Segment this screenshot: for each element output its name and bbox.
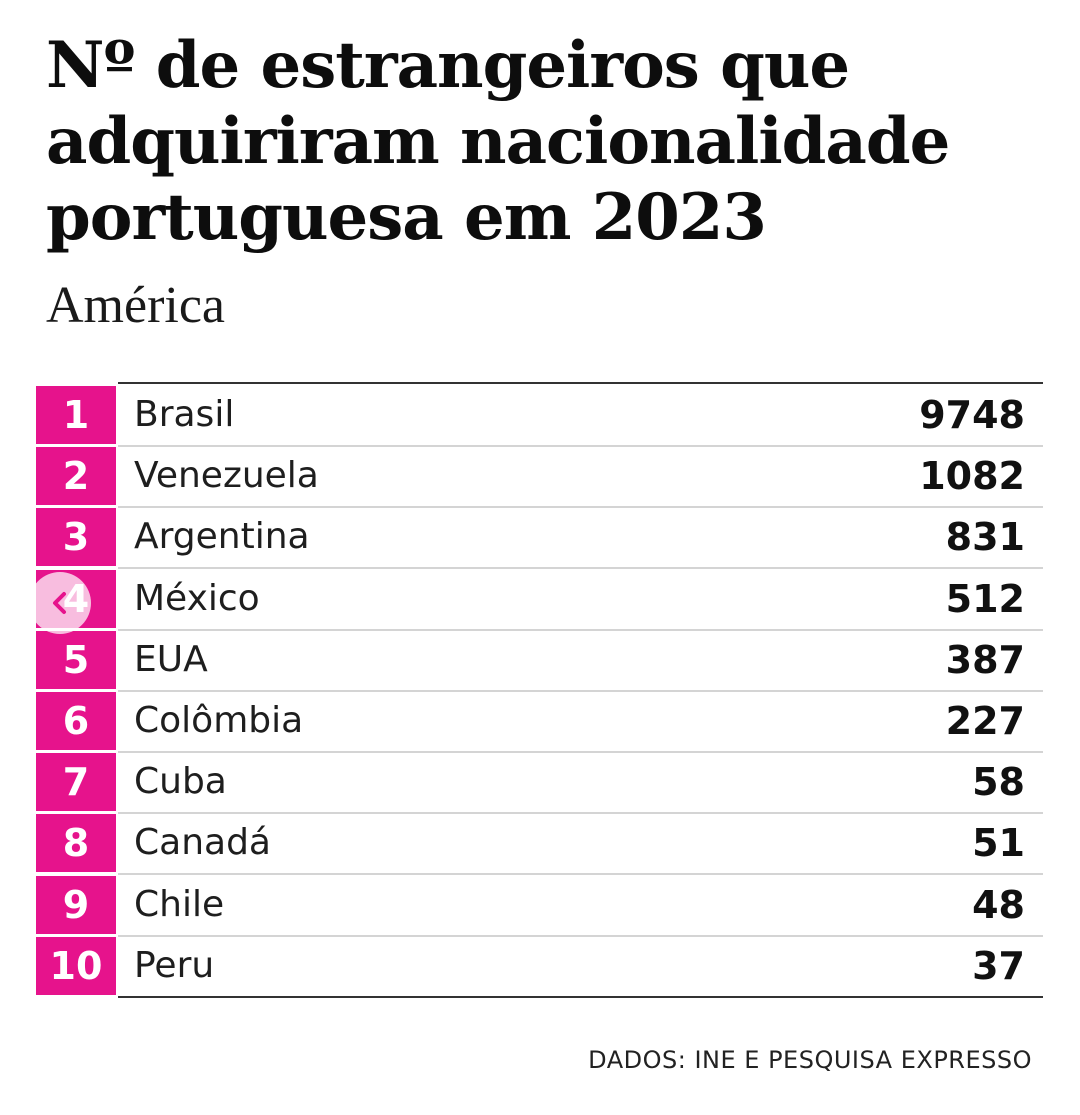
- chart-title-line: portuguesa em 2023: [46, 180, 767, 255]
- table-row: 10 Peru 37: [36, 936, 1043, 998]
- row-divider: [118, 995, 1043, 998]
- table-row: 9 Chile 48: [36, 875, 1043, 937]
- rank-badge: 1: [36, 386, 116, 444]
- country-value: 387: [945, 637, 1025, 682]
- country-name: Chile: [134, 883, 225, 925]
- country-value: 831: [945, 515, 1025, 560]
- country-name: Canadá: [134, 822, 271, 864]
- rank-badge: 3: [36, 508, 116, 567]
- table-row: 1 Brasil 9748: [36, 386, 1043, 447]
- row-divider: [118, 628, 1043, 631]
- country-value: 37: [972, 943, 1025, 988]
- table-row: 6 Colômbia 227: [36, 692, 1043, 753]
- country-value: 227: [945, 699, 1025, 743]
- chart-title: Nº de estrangeiros que adquiriram nacion…: [46, 28, 1046, 256]
- row-divider: [118, 506, 1043, 509]
- country-name: México: [134, 577, 260, 619]
- country-name: Cuba: [134, 761, 227, 803]
- table-row: 4México512: [36, 569, 1043, 631]
- rank-badge: 9: [36, 875, 116, 934]
- rank-badge: 10: [36, 936, 116, 995]
- country-name: Colômbia: [134, 700, 304, 741]
- table-row: 2 Venezuela 1082: [36, 447, 1043, 509]
- row-divider: [118, 751, 1043, 753]
- country-name: Argentina: [134, 516, 310, 558]
- country-value: 51: [972, 821, 1025, 866]
- country-value: 48: [972, 882, 1025, 927]
- chart-title-line: Nº de estrangeiros que: [46, 28, 850, 103]
- chart-subtitle: América: [46, 277, 226, 334]
- table-row: 5 EUA 387: [36, 630, 1043, 692]
- rank-badge: 7: [36, 753, 116, 812]
- country-value: 1082: [919, 454, 1025, 499]
- country-name: EUA: [134, 638, 208, 680]
- country-value: 512: [945, 576, 1025, 621]
- rank-badge: 5: [36, 630, 116, 689]
- data-source: DADOS: INE E PESQUISA EXPRESSO: [588, 1046, 1032, 1074]
- table-row: 8 Canadá 51: [36, 814, 1043, 876]
- rank-badge: 8: [36, 814, 116, 873]
- country-value: 9748: [919, 393, 1025, 437]
- row-divider: [118, 873, 1043, 876]
- row-divider: [118, 934, 1043, 937]
- row-divider: [118, 812, 1043, 815]
- row-divider: [118, 445, 1043, 447]
- country-value: 58: [972, 760, 1025, 805]
- table-row: 7 Cuba 58: [36, 753, 1043, 815]
- chart-title-line: adquiriram nacionalidade: [46, 104, 950, 179]
- previous-slide-button[interactable]: [29, 572, 91, 634]
- row-divider: [118, 689, 1043, 692]
- table-top-rule: [118, 382, 1043, 384]
- chevron-left-icon: [53, 592, 66, 614]
- country-name: Brasil: [134, 394, 235, 435]
- country-name: Peru: [134, 944, 215, 986]
- row-divider: [118, 567, 1043, 570]
- table-row: 3 Argentina 831: [36, 508, 1043, 570]
- country-name: Venezuela: [134, 455, 319, 497]
- rank-badge: 6: [36, 692, 116, 750]
- rank-badge: 2: [36, 447, 116, 506]
